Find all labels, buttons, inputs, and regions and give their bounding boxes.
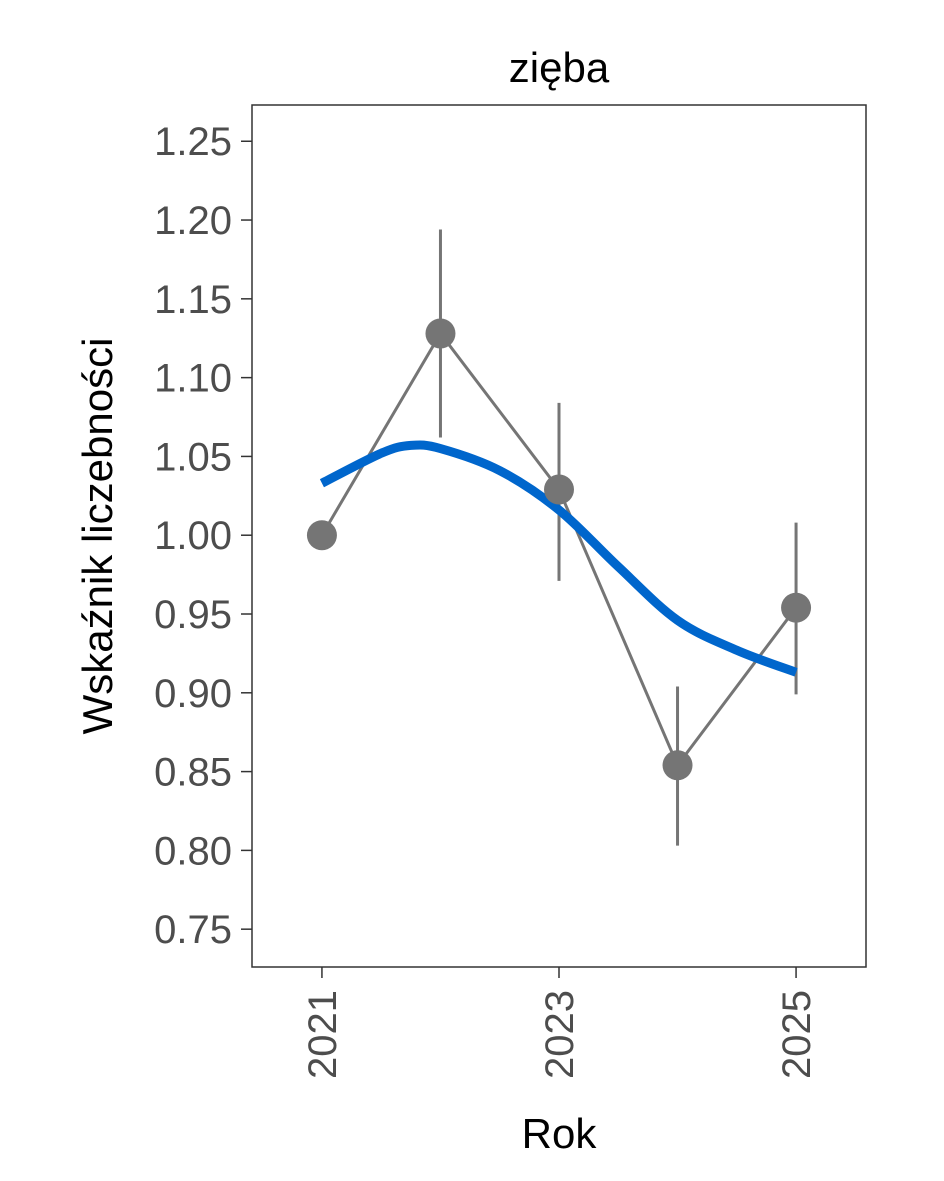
chart-title: zięba	[509, 44, 610, 91]
x-tick-label: 2021	[301, 990, 345, 1079]
x-tick-label: 2023	[538, 990, 582, 1079]
y-tick-label: 0.75	[154, 908, 232, 952]
data-point	[781, 592, 812, 623]
y-tick-label: 1.05	[154, 435, 232, 479]
y-tick-label: 1.10	[154, 357, 232, 401]
y-axis-title: Wskaźnik liczebności	[74, 338, 121, 735]
y-tick-label: 1.20	[154, 199, 232, 243]
x-axis-title: Rok	[522, 1110, 598, 1157]
plot-marks	[306, 229, 812, 846]
y-tick-label: 0.90	[154, 672, 232, 716]
data-point	[306, 520, 337, 551]
y-tick-label: 1.15	[154, 278, 232, 322]
x-axis: 2021 2023 2025	[301, 967, 819, 1079]
y-axis: 0.75 0.80 0.85 0.90 0.95 1.00 1.05 1.10 1.15 1.20…	[154, 120, 252, 952]
y-tick-label: 0.80	[154, 829, 232, 873]
y-tick-label: 1.00	[154, 514, 232, 558]
x-tick-label: 2025	[775, 990, 819, 1079]
y-tick-label: 0.95	[154, 593, 232, 637]
data-point	[425, 318, 456, 349]
y-tick-label: 1.25	[154, 120, 232, 164]
data-point	[544, 474, 574, 505]
data-point	[662, 750, 693, 781]
y-tick-label: 0.85	[154, 751, 232, 795]
trend-line	[319, 440, 798, 677]
